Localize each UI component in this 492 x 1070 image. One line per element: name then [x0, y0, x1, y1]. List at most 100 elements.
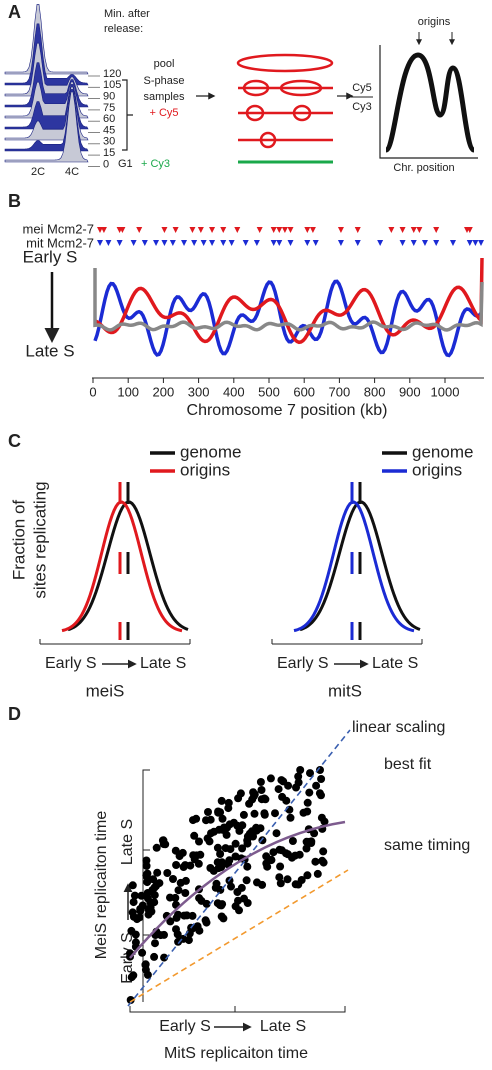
scatter-dot — [186, 861, 195, 870]
mit-site — [377, 240, 384, 246]
ridge — [4, 62, 89, 108]
mei-site — [309, 227, 316, 233]
origins-curve — [293, 500, 415, 633]
mei-site — [416, 227, 423, 233]
timing-curves — [93, 257, 484, 358]
ridge — [4, 3, 89, 75]
scatter-dot — [315, 789, 324, 798]
scatter-dot — [172, 925, 180, 934]
x-tick-label: 0 — [89, 384, 96, 399]
x-tick-label: 300 — [188, 384, 210, 399]
scatter-dot — [242, 876, 251, 885]
legend-label: genome — [412, 442, 473, 461]
mit-site — [169, 240, 176, 246]
scatter-dot — [195, 926, 204, 935]
mei-site — [100, 227, 107, 233]
mei-site — [281, 227, 288, 233]
ridge — [4, 23, 89, 86]
mit-site — [253, 240, 260, 246]
scatter-dot — [229, 818, 238, 827]
scatter-dot — [271, 809, 279, 818]
ratio-label: Cy3 — [352, 101, 372, 113]
mei-site — [399, 227, 406, 233]
axes — [129, 769, 346, 1013]
scatter-dot — [137, 891, 146, 900]
scatter-dot — [131, 930, 140, 939]
minute-label: 60 — [103, 113, 115, 125]
ridge — [4, 42, 89, 97]
mei-site — [388, 227, 395, 233]
mit-site — [287, 240, 294, 246]
scatter-dot — [276, 862, 285, 871]
scatter-dot — [252, 826, 261, 835]
mei-site — [189, 227, 196, 233]
scatter-dot — [181, 889, 190, 897]
x-tick-label: 900 — [399, 384, 421, 399]
scatter-dot — [143, 970, 152, 979]
mit-site — [242, 240, 249, 246]
scatter-dot — [142, 871, 151, 880]
scatter-dot — [195, 894, 204, 903]
scatter-dot — [317, 775, 326, 783]
scatter-dot — [172, 861, 181, 869]
scatter-dot — [188, 924, 197, 933]
scatter-dot — [296, 766, 305, 774]
y-tick-label: Late S — [119, 819, 136, 865]
mei-site — [136, 227, 143, 233]
x-tick-label: 600 — [293, 384, 315, 399]
minute-label: 90 — [103, 91, 115, 103]
scatter-dot — [249, 832, 257, 841]
mei-site — [433, 227, 440, 233]
scatter-dot — [226, 845, 235, 854]
panel-letter: D — [8, 704, 21, 724]
scatter-dot — [171, 893, 180, 902]
same-line — [129, 869, 349, 1003]
x-tick-label: 500 — [258, 384, 280, 399]
scatter-dot — [267, 855, 276, 864]
row-label: mit Mcm2-7 — [26, 235, 94, 250]
scatter-dot — [190, 831, 199, 840]
mit-site — [304, 240, 311, 246]
ratio-label: Cy5 — [352, 82, 372, 94]
mit-site — [433, 240, 440, 246]
ratio-curve — [383, 52, 477, 153]
scatter-dot — [283, 875, 292, 884]
x-tick-label: 800 — [364, 384, 386, 399]
scatter-dot — [214, 808, 223, 817]
cy5-label: + Cy5 — [149, 107, 178, 119]
scatter-dot — [130, 891, 139, 900]
panel-title: meiS — [86, 681, 125, 700]
scatter-dot — [189, 851, 198, 860]
mei-site — [172, 227, 179, 233]
mei-site — [220, 227, 227, 233]
scatter-dot — [312, 781, 321, 790]
scatter-dot — [163, 869, 172, 877]
scatter-dot — [128, 881, 137, 890]
scatter-dot — [209, 827, 218, 836]
scatter-dot — [213, 843, 222, 852]
x-tick-label: Early S — [277, 655, 329, 672]
late-label: Late S — [25, 341, 74, 360]
scatter-dot — [126, 996, 135, 1004]
minute-label: 45 — [103, 124, 115, 136]
scatter-dot — [129, 971, 138, 980]
scatter-dot — [256, 778, 265, 786]
scatter-dot — [316, 766, 324, 774]
scatter-dot — [174, 910, 182, 919]
scatter-dot — [238, 844, 247, 853]
scatter-dot — [159, 836, 168, 845]
origins-curve — [61, 500, 183, 633]
scatter-dot — [261, 795, 270, 804]
mit-site — [181, 240, 188, 246]
cy3-label: + Cy3 — [141, 158, 170, 170]
scatter-dot — [279, 777, 288, 786]
minute-label: 0 — [103, 158, 109, 170]
panel-letter: A — [8, 2, 21, 22]
minute-label: 30 — [103, 136, 115, 148]
scatter-dot — [274, 785, 283, 794]
scatter-dot — [306, 769, 314, 778]
scatter-dot — [195, 837, 203, 846]
dna-label: 4C — [65, 166, 79, 178]
scatter-dot — [275, 845, 284, 854]
scatter-dot — [239, 810, 248, 819]
